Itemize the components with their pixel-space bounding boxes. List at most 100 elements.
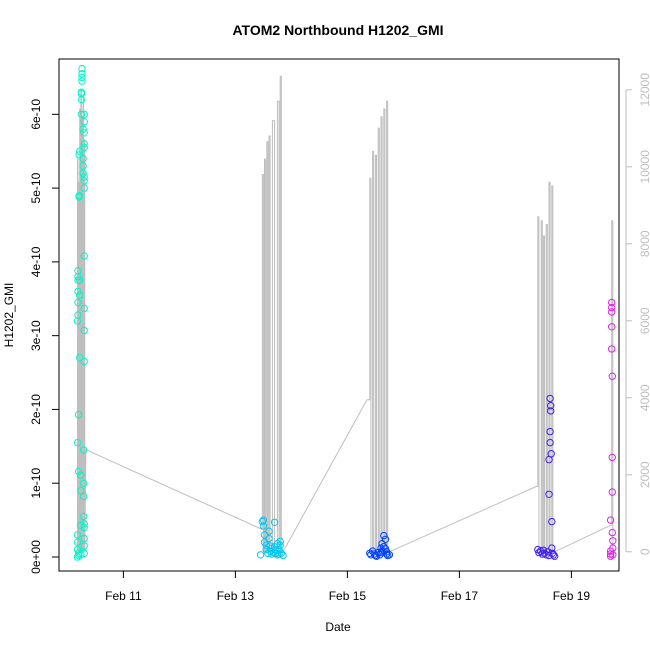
y-tick-label: 6e-10	[29, 99, 43, 130]
data-point	[540, 549, 549, 557]
data-point	[256, 551, 265, 559]
data-point	[80, 173, 88, 181]
data-point	[385, 551, 394, 559]
data-point	[78, 70, 86, 78]
y-tick-label: 1e-10	[29, 468, 43, 499]
data-point	[276, 537, 284, 546]
y-tick-label: 2e-10	[29, 394, 43, 425]
data-point	[74, 467, 83, 476]
data-point	[370, 550, 378, 558]
data-point	[609, 537, 617, 545]
data-point	[77, 551, 85, 559]
data-point	[80, 304, 88, 313]
y-tick-label: 5e-10	[29, 172, 43, 203]
data-point	[76, 147, 84, 155]
plot-frame	[58, 58, 620, 572]
data-point	[367, 551, 375, 559]
data-point	[264, 549, 272, 557]
series-1	[73, 64, 88, 561]
data-point	[80, 184, 88, 192]
y2-axis: 0 2000 4000 6000 8000 10000 12000	[625, 73, 650, 555]
data-point	[78, 64, 86, 73]
data-point	[79, 162, 87, 170]
data-point	[279, 551, 287, 560]
data-point	[75, 191, 83, 200]
data-point	[372, 552, 381, 560]
data-point	[80, 140, 88, 148]
data-point	[80, 143, 88, 152]
data-point	[550, 552, 559, 560]
data-point	[74, 298, 82, 307]
data-point	[546, 394, 554, 403]
data-point	[79, 479, 88, 487]
data-point	[265, 534, 273, 543]
data-point	[80, 129, 88, 137]
data-point	[76, 354, 84, 362]
x-axis-label: Date	[325, 620, 351, 634]
data-point	[73, 538, 82, 546]
data-point	[608, 308, 616, 316]
y2-tick-label: 12000	[638, 73, 650, 107]
data-point	[73, 438, 82, 447]
data-point	[77, 90, 86, 98]
data-point	[377, 548, 385, 557]
x-tick-label: Feb 15	[329, 589, 367, 603]
data-point	[74, 549, 83, 557]
data-point	[75, 151, 83, 159]
x-tick-label: Feb 19	[553, 589, 591, 603]
data-point	[380, 531, 388, 540]
data-point	[74, 287, 82, 296]
y2-tick-label: 2000	[638, 461, 650, 488]
data-point	[80, 110, 88, 119]
data-point	[78, 73, 86, 82]
data-point	[266, 542, 274, 550]
data-point	[259, 522, 268, 530]
y2-tick-label: 4000	[638, 384, 650, 411]
data-point	[79, 446, 88, 454]
y-axis: 0e+00 1e-10 2e-10 3e-10 4e-10 5e-10 6e-10	[29, 99, 59, 574]
data-point	[79, 125, 87, 133]
data-point	[608, 453, 616, 462]
data-point	[80, 252, 88, 260]
data-point	[608, 303, 616, 312]
data-point	[265, 527, 273, 535]
data-point	[258, 517, 266, 526]
secondary-series-line	[77, 75, 614, 553]
data-point	[260, 531, 269, 539]
data-point	[80, 326, 88, 335]
y-axis-label: H1202_GMI	[2, 283, 16, 348]
series-4	[534, 394, 559, 560]
x-axis: Feb 11 Feb 13 Feb 15 Feb 17 Feb 19	[105, 571, 590, 603]
data-point	[608, 488, 616, 496]
data-point	[80, 549, 88, 557]
data-point	[268, 550, 276, 558]
data-point	[74, 410, 83, 419]
data-point	[73, 531, 82, 539]
y2-tick-label: 6000	[638, 307, 650, 334]
data-point	[79, 154, 87, 163]
data-point	[80, 542, 88, 550]
x-tick-label: Feb 11	[105, 589, 142, 603]
data-point	[546, 438, 554, 447]
y-tick-label: 0e+00	[29, 540, 43, 574]
data-point	[548, 517, 556, 526]
data-point	[606, 516, 615, 524]
data-point	[79, 492, 88, 501]
y2-tick-label: 10000	[638, 150, 650, 184]
data-point	[80, 177, 88, 185]
y2-tick-label: 0	[638, 548, 650, 555]
data-point	[74, 272, 82, 281]
data-point	[74, 267, 82, 275]
series-5	[606, 298, 617, 560]
data-point	[77, 486, 85, 495]
secondary-line-layer	[77, 75, 614, 553]
data-point	[270, 518, 279, 526]
series-3	[366, 531, 394, 560]
y-tick-label: 4e-10	[29, 246, 43, 277]
data-point	[276, 541, 284, 549]
data-point	[80, 534, 88, 543]
data-point	[80, 520, 88, 528]
data-point	[608, 323, 616, 331]
data-point	[608, 372, 616, 380]
